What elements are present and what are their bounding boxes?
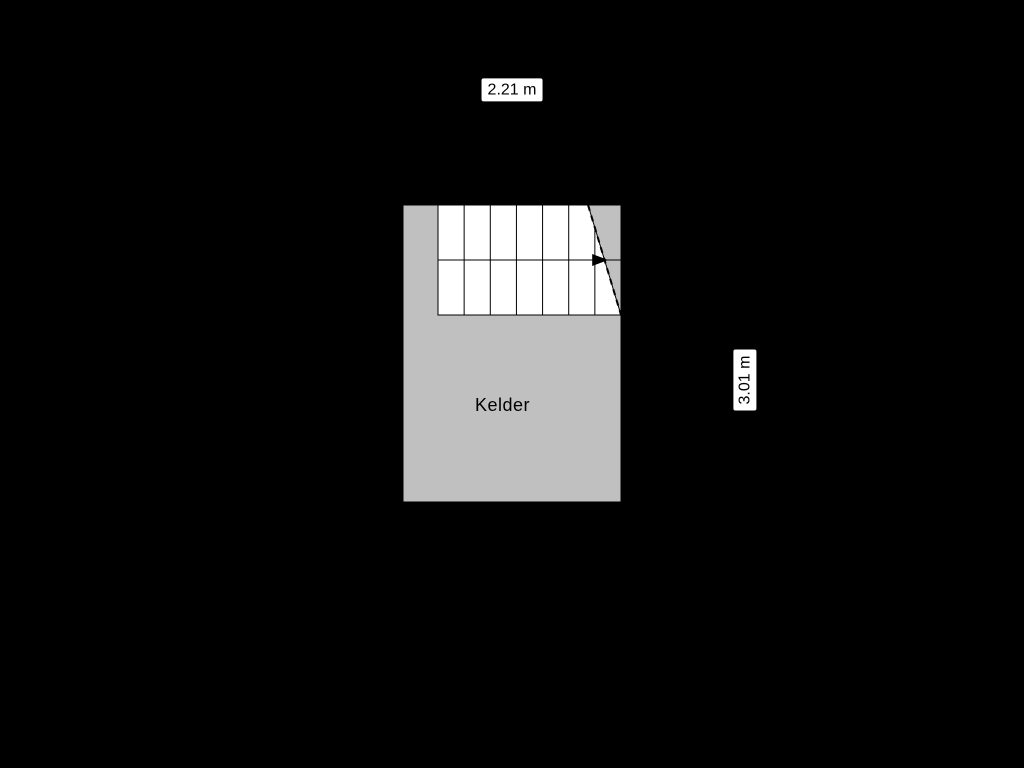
room-label: Kelder bbox=[475, 395, 530, 416]
floorplan-svg bbox=[0, 0, 1024, 768]
dimension-width-label: 2.21 m bbox=[482, 78, 543, 101]
floorplan-stage: 2.21 m 3.01 m Kelder bbox=[0, 0, 1024, 768]
dimension-height-label: 3.01 m bbox=[733, 350, 756, 411]
